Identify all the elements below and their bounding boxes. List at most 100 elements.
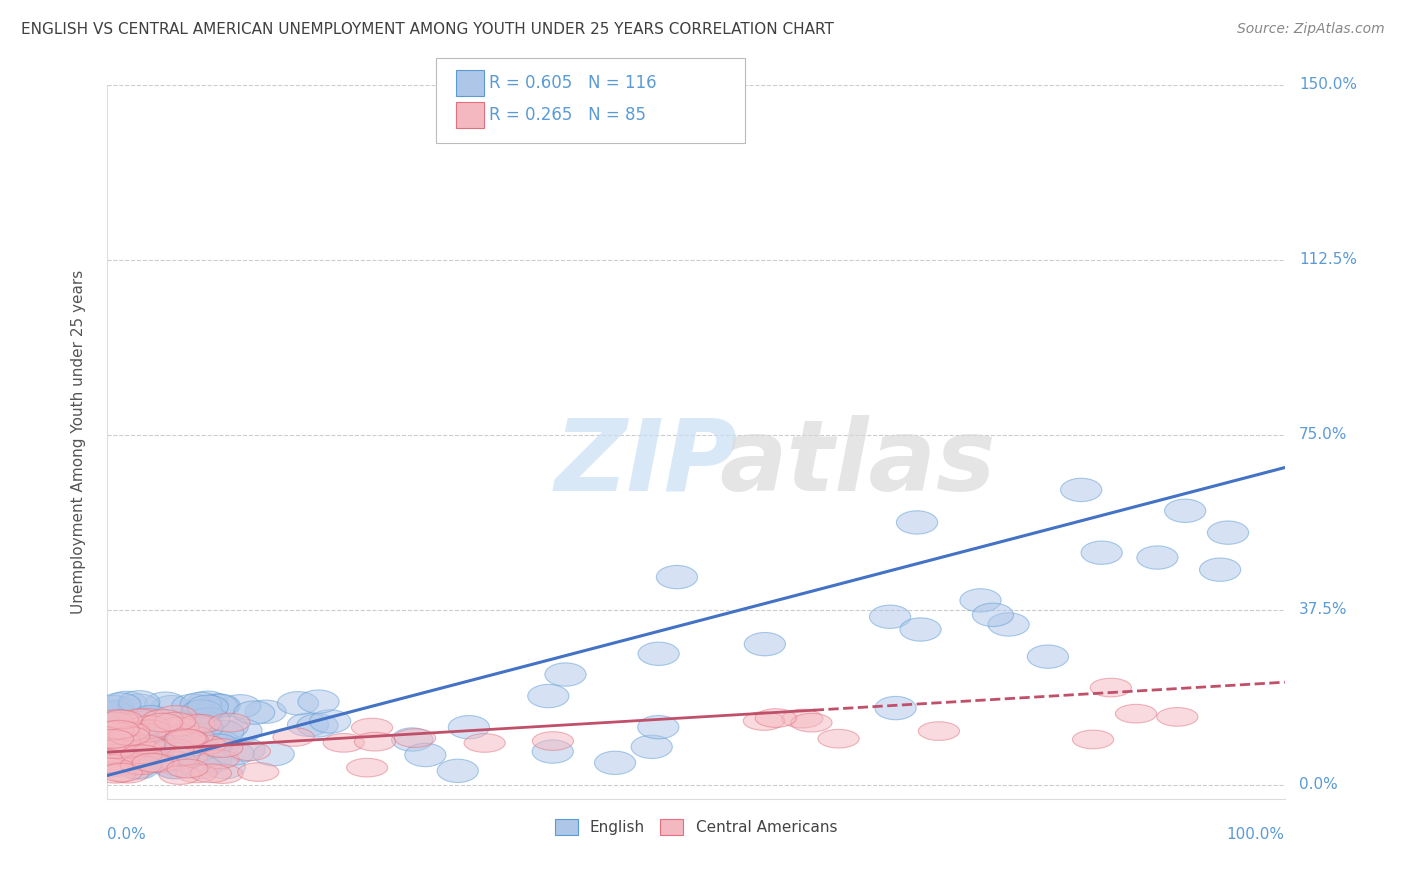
Ellipse shape bbox=[177, 706, 219, 729]
Ellipse shape bbox=[93, 744, 134, 763]
Ellipse shape bbox=[93, 717, 135, 736]
Ellipse shape bbox=[93, 700, 134, 723]
Ellipse shape bbox=[897, 511, 938, 534]
Ellipse shape bbox=[124, 735, 166, 754]
Ellipse shape bbox=[638, 642, 679, 665]
Ellipse shape bbox=[180, 714, 221, 733]
Ellipse shape bbox=[631, 735, 672, 758]
Ellipse shape bbox=[973, 603, 1014, 626]
Ellipse shape bbox=[405, 743, 446, 766]
Ellipse shape bbox=[121, 745, 162, 764]
Ellipse shape bbox=[744, 632, 786, 656]
Text: R = 0.265   N = 85: R = 0.265 N = 85 bbox=[489, 106, 647, 124]
Ellipse shape bbox=[1208, 521, 1249, 544]
Ellipse shape bbox=[464, 733, 505, 752]
Ellipse shape bbox=[245, 700, 287, 723]
Ellipse shape bbox=[127, 743, 169, 766]
Ellipse shape bbox=[176, 764, 218, 783]
Ellipse shape bbox=[153, 756, 194, 779]
Ellipse shape bbox=[152, 724, 193, 748]
Ellipse shape bbox=[1073, 731, 1114, 748]
Ellipse shape bbox=[98, 754, 139, 772]
Ellipse shape bbox=[111, 737, 152, 761]
Ellipse shape bbox=[181, 716, 224, 739]
Ellipse shape bbox=[156, 756, 197, 779]
Ellipse shape bbox=[93, 696, 134, 719]
Ellipse shape bbox=[198, 694, 240, 717]
Ellipse shape bbox=[190, 749, 232, 773]
Ellipse shape bbox=[111, 756, 152, 775]
Ellipse shape bbox=[157, 753, 198, 776]
Ellipse shape bbox=[118, 690, 160, 714]
Ellipse shape bbox=[111, 749, 153, 772]
Ellipse shape bbox=[273, 728, 314, 747]
Ellipse shape bbox=[114, 733, 155, 757]
Ellipse shape bbox=[157, 724, 200, 742]
Text: ENGLISH VS CENTRAL AMERICAN UNEMPLOYMENT AMONG YOUTH UNDER 25 YEARS CORRELATION : ENGLISH VS CENTRAL AMERICAN UNEMPLOYMENT… bbox=[21, 22, 834, 37]
Ellipse shape bbox=[918, 722, 959, 740]
Ellipse shape bbox=[238, 763, 278, 781]
Ellipse shape bbox=[98, 713, 141, 731]
Ellipse shape bbox=[118, 694, 159, 717]
Ellipse shape bbox=[875, 697, 917, 720]
Ellipse shape bbox=[437, 759, 478, 782]
Ellipse shape bbox=[155, 717, 195, 741]
Ellipse shape bbox=[122, 723, 165, 747]
Ellipse shape bbox=[101, 710, 142, 729]
Ellipse shape bbox=[1137, 546, 1178, 569]
Ellipse shape bbox=[94, 739, 136, 758]
Ellipse shape bbox=[125, 736, 166, 759]
Ellipse shape bbox=[167, 747, 208, 765]
Ellipse shape bbox=[181, 700, 222, 723]
Ellipse shape bbox=[190, 764, 232, 782]
Text: R = 0.605   N = 116: R = 0.605 N = 116 bbox=[489, 74, 657, 92]
Ellipse shape bbox=[818, 730, 859, 748]
Ellipse shape bbox=[790, 714, 832, 732]
Ellipse shape bbox=[167, 759, 208, 778]
Ellipse shape bbox=[153, 739, 194, 757]
Ellipse shape bbox=[93, 727, 134, 751]
Ellipse shape bbox=[100, 745, 142, 764]
Ellipse shape bbox=[100, 722, 141, 745]
Ellipse shape bbox=[107, 764, 149, 783]
Ellipse shape bbox=[93, 738, 134, 762]
Ellipse shape bbox=[114, 714, 155, 737]
Ellipse shape bbox=[229, 742, 270, 761]
Ellipse shape bbox=[131, 706, 172, 729]
Ellipse shape bbox=[125, 723, 167, 742]
Ellipse shape bbox=[131, 746, 172, 769]
Ellipse shape bbox=[233, 701, 274, 724]
Ellipse shape bbox=[1028, 645, 1069, 668]
Ellipse shape bbox=[1157, 707, 1198, 726]
Ellipse shape bbox=[188, 707, 229, 731]
Ellipse shape bbox=[143, 724, 184, 747]
Ellipse shape bbox=[129, 720, 170, 739]
Ellipse shape bbox=[105, 731, 146, 750]
Ellipse shape bbox=[122, 734, 165, 757]
Ellipse shape bbox=[198, 734, 239, 757]
Ellipse shape bbox=[114, 735, 155, 758]
Ellipse shape bbox=[1164, 500, 1206, 523]
Ellipse shape bbox=[142, 710, 184, 728]
Ellipse shape bbox=[197, 694, 238, 717]
Ellipse shape bbox=[97, 725, 139, 744]
Ellipse shape bbox=[392, 728, 433, 751]
Ellipse shape bbox=[115, 742, 156, 765]
Ellipse shape bbox=[142, 714, 183, 732]
Ellipse shape bbox=[97, 709, 138, 728]
Ellipse shape bbox=[172, 694, 214, 717]
Ellipse shape bbox=[186, 735, 226, 754]
Ellipse shape bbox=[115, 756, 156, 779]
Ellipse shape bbox=[1090, 678, 1132, 697]
Ellipse shape bbox=[323, 733, 364, 752]
Ellipse shape bbox=[1115, 705, 1157, 723]
Ellipse shape bbox=[93, 712, 134, 731]
Ellipse shape bbox=[93, 710, 134, 734]
Ellipse shape bbox=[287, 713, 329, 737]
Ellipse shape bbox=[201, 739, 243, 757]
Ellipse shape bbox=[162, 714, 202, 737]
Ellipse shape bbox=[209, 714, 250, 732]
Ellipse shape bbox=[755, 709, 796, 727]
Ellipse shape bbox=[98, 721, 139, 739]
Ellipse shape bbox=[352, 718, 392, 737]
